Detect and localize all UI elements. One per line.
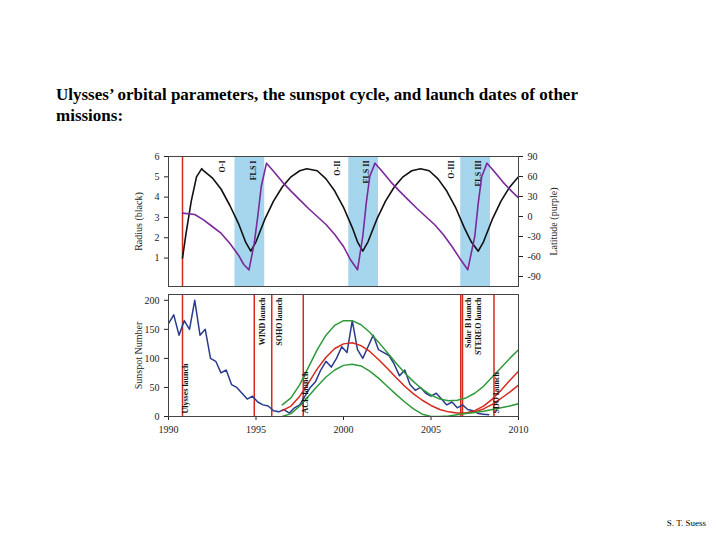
svg-text:0: 0 bbox=[528, 211, 533, 222]
svg-text:-60: -60 bbox=[528, 251, 541, 262]
svg-text:4: 4 bbox=[155, 191, 160, 202]
svg-text:WIND launch: WIND launch bbox=[258, 297, 267, 345]
svg-text:200: 200 bbox=[145, 295, 160, 306]
svg-text:1995: 1995 bbox=[246, 424, 266, 435]
svg-text:O-II: O-II bbox=[333, 161, 342, 176]
svg-text:FLS I: FLS I bbox=[249, 161, 258, 181]
svg-text:0: 0 bbox=[155, 411, 160, 422]
svg-text:Latitude (purple): Latitude (purple) bbox=[548, 187, 560, 255]
html-text:S. T. Suess: S. T. Suess bbox=[666, 518, 706, 528]
svg-text:Sunspot Number: Sunspot Number bbox=[133, 321, 144, 389]
svg-text:Radius (black): Radius (black) bbox=[133, 192, 145, 251]
svg-text:3: 3 bbox=[155, 212, 160, 223]
svg-text:SDO launch: SDO launch bbox=[492, 371, 501, 413]
svg-text:30: 30 bbox=[528, 191, 538, 202]
svg-text:2: 2 bbox=[155, 232, 160, 243]
svg-text:FLS II: FLS II bbox=[362, 160, 372, 184]
svg-text:5: 5 bbox=[155, 171, 160, 182]
svg-text:O-I: O-I bbox=[218, 161, 227, 173]
svg-text:Solar B launch: Solar B launch bbox=[464, 297, 473, 348]
svg-text:6: 6 bbox=[155, 151, 160, 162]
svg-text:100: 100 bbox=[145, 353, 160, 364]
svg-text:-30: -30 bbox=[528, 231, 541, 242]
svg-text:STEREO launch: STEREO launch bbox=[474, 297, 483, 355]
svg-text:1: 1 bbox=[155, 252, 160, 263]
svg-text:60: 60 bbox=[528, 171, 538, 182]
svg-text:150: 150 bbox=[145, 324, 160, 335]
svg-text:O-III: O-III bbox=[447, 161, 456, 179]
svg-text:50: 50 bbox=[150, 382, 160, 393]
svg-text:FLS III: FLS III bbox=[474, 161, 483, 187]
svg-text:-90: -90 bbox=[528, 271, 541, 282]
svg-text:2005: 2005 bbox=[421, 424, 441, 435]
svg-text:2010: 2010 bbox=[509, 424, 529, 435]
svg-text:90: 90 bbox=[528, 151, 538, 162]
svg-text:Ulysses launch: Ulysses launch bbox=[181, 363, 190, 414]
svg-text:SOHO launch: SOHO launch bbox=[275, 297, 284, 346]
svg-text:2000: 2000 bbox=[334, 424, 354, 435]
svg-text:1990: 1990 bbox=[159, 424, 179, 435]
svg-text:ACE launch: ACE launch bbox=[301, 371, 310, 414]
html-text:Ulysses’ orbital parameters, t: Ulysses’ orbital parameters, the sunspot… bbox=[56, 85, 578, 125]
